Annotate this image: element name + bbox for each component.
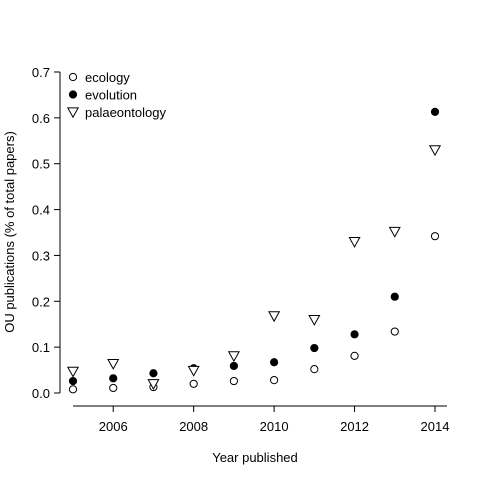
legend-marker-palaeontology (66, 107, 80, 119)
data-point-evolution (350, 330, 359, 339)
x-tick-label: 2008 (179, 419, 208, 434)
legend-item-evolution: evolution (68, 88, 137, 103)
y-tick-label: 0.3 (32, 248, 50, 263)
y-tick-label: 0.5 (32, 157, 50, 172)
axes: 0.0 0.1 0.2 0.3 0.4 0.5 0.6 0.7 2006 2008 2010 2012… (32, 65, 450, 434)
data-point-evolution (390, 292, 399, 301)
x-axis-title: Year published (212, 450, 298, 465)
data-point-ecology (109, 383, 118, 393)
data-point-palaeontology (268, 311, 281, 323)
y-tick-label: 0.0 (32, 386, 50, 401)
legend-item-palaeontology: palaeontology (66, 105, 166, 120)
data-points (66, 107, 442, 394)
legend-marker-evolution (68, 90, 78, 99)
data-point-ecology (350, 351, 359, 360)
x-tick-label: 2014 (421, 419, 450, 434)
legend-item-ecology: ecology (68, 70, 130, 85)
data-point-palaeontology (227, 351, 240, 363)
data-point-palaeontology (187, 365, 200, 377)
x-tick-label: 2012 (340, 419, 369, 434)
legend: ecology evolution palaeontology (66, 70, 166, 120)
legend-label: palaeontology (85, 105, 166, 120)
y-tick-label: 0.1 (32, 340, 50, 355)
series-evolution (68, 107, 440, 386)
data-point-evolution (68, 376, 78, 386)
data-point-evolution (430, 107, 440, 116)
series-palaeontology (66, 145, 442, 391)
data-point-ecology (310, 365, 319, 374)
data-point-palaeontology (147, 379, 160, 391)
data-point-palaeontology (428, 145, 442, 157)
data-point-ecology (390, 327, 399, 336)
legend-label: ecology (85, 70, 130, 85)
y-tick-label: 0.4 (32, 203, 50, 218)
y-axis-title: OU publications (% of total papers) (2, 131, 17, 333)
y-tick-label: 0.7 (32, 65, 50, 80)
data-point-ecology (270, 376, 279, 385)
data-point-palaeontology (388, 226, 401, 238)
data-point-palaeontology (107, 358, 120, 370)
data-point-palaeontology (348, 237, 361, 248)
data-point-evolution (109, 374, 118, 383)
data-point-evolution (270, 358, 279, 367)
y-tick-label: 0.6 (32, 111, 50, 126)
data-point-evolution (229, 361, 238, 371)
y-tick-label: 0.2 (32, 294, 50, 309)
x-tick-label: 2006 (99, 419, 128, 434)
data-point-evolution (149, 369, 158, 378)
data-point-ecology (229, 376, 238, 386)
x-tick-label: 2010 (260, 419, 289, 434)
series-ecology (68, 232, 440, 394)
data-point-evolution (310, 343, 319, 353)
data-point-ecology (430, 232, 440, 241)
data-point-palaeontology (308, 314, 321, 326)
legend-marker-ecology (68, 72, 78, 82)
data-point-palaeontology (66, 366, 80, 378)
data-point-ecology (189, 379, 198, 388)
data-point-ecology (68, 385, 78, 394)
legend-label: evolution (85, 88, 137, 103)
